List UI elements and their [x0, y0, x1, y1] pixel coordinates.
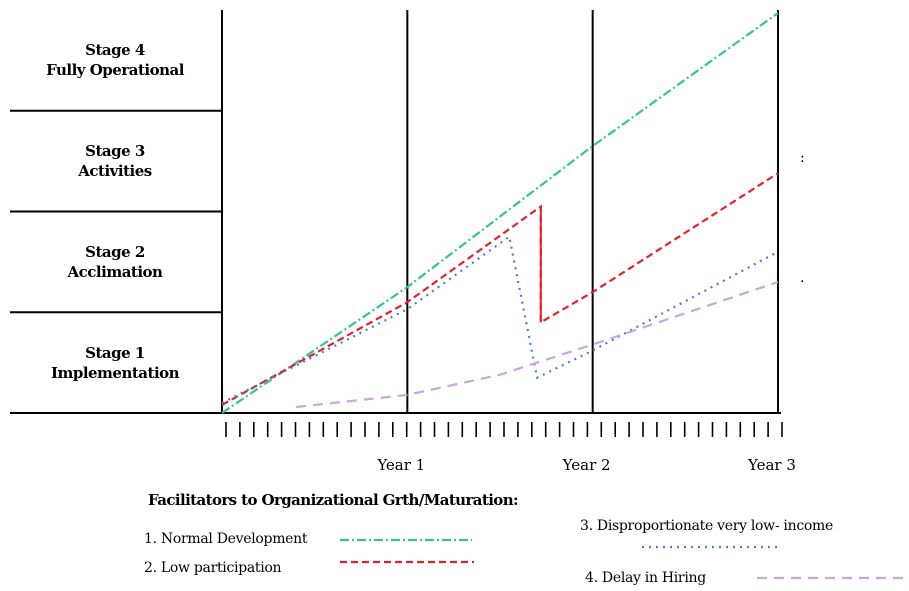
legend-item: 3. Disproportionate very low- income [580, 518, 833, 534]
legend-item: 4. Delay in Hiring [585, 570, 706, 586]
series-line [221, 234, 779, 404]
stage-label-line1: Stage 4 [85, 41, 145, 60]
series-line [221, 172, 779, 406]
annotation-mark: : [800, 150, 805, 166]
series-line [295, 280, 779, 409]
stage-label-line1: Stage 1 [85, 343, 145, 362]
stage-label-line2: Acclimation [67, 262, 163, 281]
stage-label-line2: Activities [78, 162, 152, 181]
stage-label: Stage 4 Fully Operational [15, 40, 215, 80]
annotation-mark: . [800, 270, 804, 286]
legend-title: Facilitators to Organizational Grth/Matu… [148, 491, 519, 509]
x-axis-label: Year 2 [562, 456, 611, 474]
x-axis-label: Year 1 [377, 456, 426, 474]
stage-label-line1: Stage 3 [85, 142, 145, 161]
stage-label-line2: Implementation [50, 363, 180, 382]
stage-label: Stage 1 Implementation [15, 343, 215, 383]
stage-label: Stage 2 Acclimation [15, 242, 215, 282]
series-line [221, 12, 779, 414]
x-axis-label: Year 3 [748, 456, 796, 474]
legend-item: 1. Normal Development [144, 531, 308, 547]
stage-label-line2: Fully Operational [46, 61, 184, 80]
stage-label: Stage 3 Activities [15, 141, 215, 181]
stage-label-line1: Stage 2 [85, 242, 145, 261]
legend-item: 2. Low participation [144, 560, 282, 576]
